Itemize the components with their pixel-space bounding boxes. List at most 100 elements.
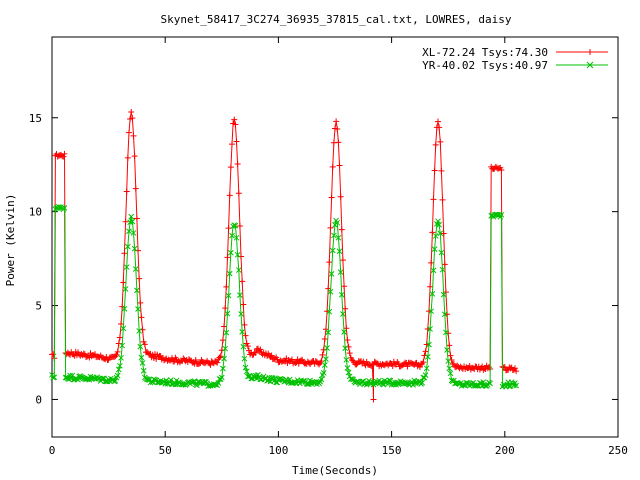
data-point — [447, 370, 454, 377]
data-point — [222, 345, 229, 352]
data-point — [133, 215, 140, 222]
x-axis-ticks: 0 50 100 150 200 250 — [49, 37, 628, 457]
data-point — [114, 372, 121, 379]
data-point — [224, 254, 231, 261]
x-tick-label: 250 — [608, 444, 628, 457]
data-point — [132, 185, 139, 192]
data-point — [128, 108, 135, 115]
data-point — [51, 374, 58, 381]
data-point — [121, 306, 128, 312]
data-point — [114, 348, 121, 355]
data-point — [337, 269, 344, 275]
x-tick-label: 100 — [268, 444, 288, 457]
data-point — [224, 310, 231, 317]
data-point — [326, 259, 333, 266]
data-point — [239, 328, 246, 335]
data-point — [67, 372, 73, 379]
data-point — [134, 287, 140, 294]
data-point — [137, 343, 144, 350]
data-point — [513, 382, 519, 389]
data-point — [214, 359, 221, 366]
data-point — [404, 363, 411, 370]
y-tick-label: 0 — [35, 393, 42, 406]
data-point — [437, 138, 444, 145]
data-point — [306, 381, 312, 387]
data-point — [115, 366, 122, 373]
data-point — [338, 291, 345, 298]
data-point — [441, 311, 448, 318]
data-point — [217, 353, 224, 360]
data-point — [446, 365, 453, 372]
data-point — [225, 292, 232, 299]
data-point — [335, 139, 342, 146]
data-point — [353, 361, 360, 368]
data-point — [439, 266, 446, 273]
data-point — [436, 124, 443, 131]
data-point — [440, 230, 447, 237]
data-point — [118, 354, 124, 361]
data-point — [337, 193, 344, 200]
y-tick-label: 5 — [35, 300, 42, 313]
data-point — [219, 337, 226, 344]
data-point — [453, 380, 459, 386]
data-point — [416, 364, 423, 371]
data-point — [132, 266, 139, 272]
data-point — [242, 364, 249, 371]
data-point — [228, 249, 234, 256]
data-point — [123, 188, 130, 195]
data-point — [243, 340, 250, 347]
data-point — [229, 232, 235, 239]
data-point — [432, 141, 439, 148]
data-point — [130, 132, 137, 139]
data-point — [216, 354, 223, 361]
data-point — [131, 245, 138, 252]
data-point — [328, 194, 335, 201]
data-point — [420, 359, 427, 366]
data-point — [319, 351, 326, 358]
data-point — [215, 380, 222, 386]
y-axis-label: Power (Kelvin) — [4, 194, 17, 287]
data-point — [239, 278, 246, 285]
data-point — [334, 126, 341, 133]
data-point — [257, 346, 264, 353]
data-point — [121, 250, 128, 257]
data-point — [228, 141, 235, 148]
data-point — [223, 283, 230, 290]
data-point — [325, 329, 332, 336]
data-point — [424, 354, 431, 360]
data-point — [113, 351, 120, 358]
data-point — [419, 379, 426, 386]
data-point — [439, 196, 446, 203]
data-point — [428, 259, 435, 266]
data-point — [221, 355, 227, 362]
data-point — [435, 218, 441, 225]
data-point — [226, 192, 233, 199]
data-point — [232, 222, 239, 229]
data-point — [140, 338, 147, 345]
data-point — [327, 224, 334, 231]
data-point — [444, 347, 450, 353]
data-point — [427, 283, 434, 290]
data-point — [235, 267, 242, 273]
series-1 — [49, 108, 520, 403]
data-point — [336, 248, 343, 255]
data-point — [221, 323, 228, 330]
data-point — [443, 329, 449, 336]
data-point — [240, 343, 247, 350]
data-point — [324, 345, 330, 351]
data-point — [346, 350, 353, 357]
data-point — [429, 291, 436, 297]
data-point — [345, 369, 352, 376]
data-point — [339, 257, 346, 264]
data-point — [426, 341, 432, 348]
data-point — [341, 329, 347, 335]
data-point — [429, 229, 436, 236]
x-axis-label: Time(Seconds) — [292, 464, 378, 477]
data-point — [342, 345, 349, 352]
data-point — [61, 205, 68, 211]
x-tick-label: 0 — [49, 444, 56, 457]
data-point — [233, 234, 240, 241]
data-point — [269, 375, 276, 381]
